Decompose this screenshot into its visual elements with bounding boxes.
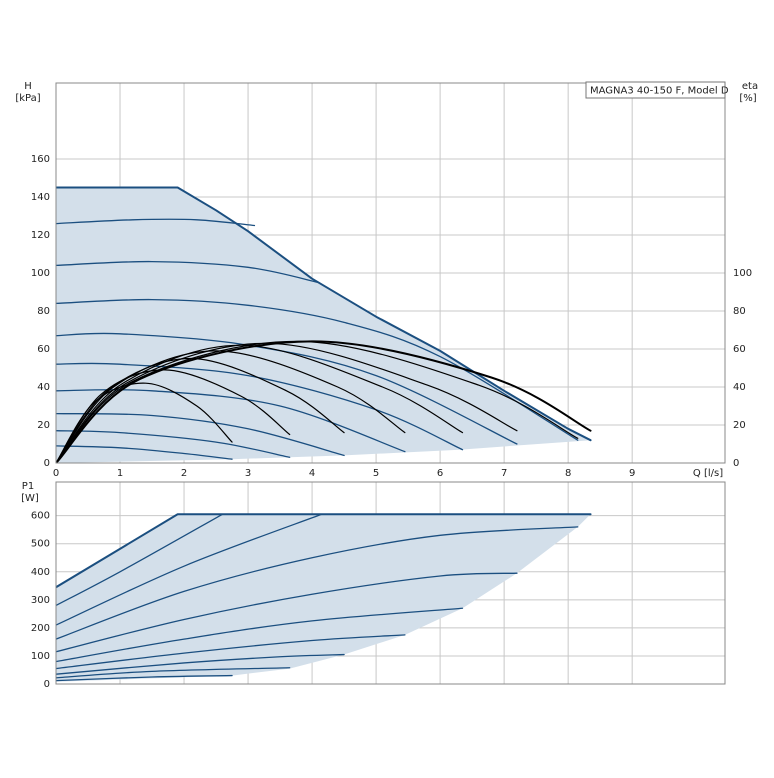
- y-tick-label: 0: [44, 679, 50, 690]
- y-tick-label: 60: [37, 344, 50, 355]
- y-tick-label: 160: [31, 154, 50, 165]
- y-tick-label: 200: [31, 623, 50, 634]
- x-tick-label: 1: [117, 468, 123, 479]
- plot-frame: [55, 481, 726, 685]
- y2-unit: [%]: [739, 93, 756, 104]
- curve: [56, 350, 406, 463]
- y2-tick-label: 0: [733, 458, 739, 469]
- y-tick-label: 300: [31, 595, 50, 606]
- y-tick-label: 40: [37, 382, 50, 393]
- curve: [56, 412, 345, 457]
- x-tick-label: 3: [245, 468, 251, 479]
- curve: [56, 445, 233, 460]
- y-tick-label: 20: [37, 420, 50, 431]
- curve: [56, 674, 233, 682]
- y-tick-label: 600: [31, 511, 50, 522]
- y-label: P1: [22, 481, 34, 492]
- x-tick-label: 6: [437, 468, 443, 479]
- curve: [56, 513, 224, 607]
- curve: [56, 186, 592, 442]
- x-tick-label: 2: [181, 468, 187, 479]
- plot-area: [56, 186, 592, 463]
- x-tick-label: 0: [53, 468, 59, 479]
- x-tick-label: 8: [565, 468, 571, 479]
- y-tick-label: 120: [31, 230, 50, 241]
- y2-tick-label: 100: [733, 268, 752, 279]
- y2-tick-label: 40: [733, 382, 746, 393]
- box-title: MAGNA3 40-150 F, Model D: [590, 86, 729, 97]
- area: [56, 187, 591, 463]
- y-unit: [W]: [21, 493, 39, 504]
- y-tick-label: 400: [31, 567, 50, 578]
- plot-area: [56, 513, 592, 682]
- curve: [56, 667, 291, 679]
- curve: [56, 260, 320, 284]
- x-tick-label: 9: [629, 468, 635, 479]
- x-tick-label: 5: [373, 468, 379, 479]
- y2-tick-label: 60: [733, 344, 746, 355]
- curve: [56, 513, 323, 626]
- curve: [56, 634, 406, 670]
- title-box: [585, 81, 726, 99]
- x-tick-label: 4: [309, 468, 315, 479]
- y2-label: eta: [742, 81, 758, 92]
- curve: [56, 526, 579, 640]
- x-tick-label: 7: [501, 468, 507, 479]
- y-tick-label: 500: [31, 539, 50, 550]
- y-tick-label: 100: [31, 268, 50, 279]
- curve: [56, 607, 464, 663]
- y-unit: [kPa]: [15, 93, 40, 104]
- curve: [56, 653, 345, 675]
- y-tick-label: 140: [31, 192, 50, 203]
- y-tick-label: 100: [31, 651, 50, 662]
- curve: [56, 513, 592, 589]
- y-label: H: [24, 81, 32, 92]
- area: [56, 514, 591, 682]
- curve: [56, 430, 291, 458]
- curve: [56, 298, 579, 441]
- plot-frame: [55, 82, 726, 464]
- y-tick-label: 0: [44, 458, 50, 469]
- curve: [56, 218, 256, 227]
- curve: [56, 369, 291, 463]
- curve: [56, 389, 406, 453]
- curve: [56, 340, 592, 463]
- y-tick-label: 80: [37, 306, 50, 317]
- y2-tick-label: 80: [733, 306, 746, 317]
- x-label: Q [l/s]: [693, 468, 723, 479]
- curve: [56, 362, 464, 451]
- curve: [56, 572, 518, 653]
- y2-tick-label: 20: [733, 420, 746, 431]
